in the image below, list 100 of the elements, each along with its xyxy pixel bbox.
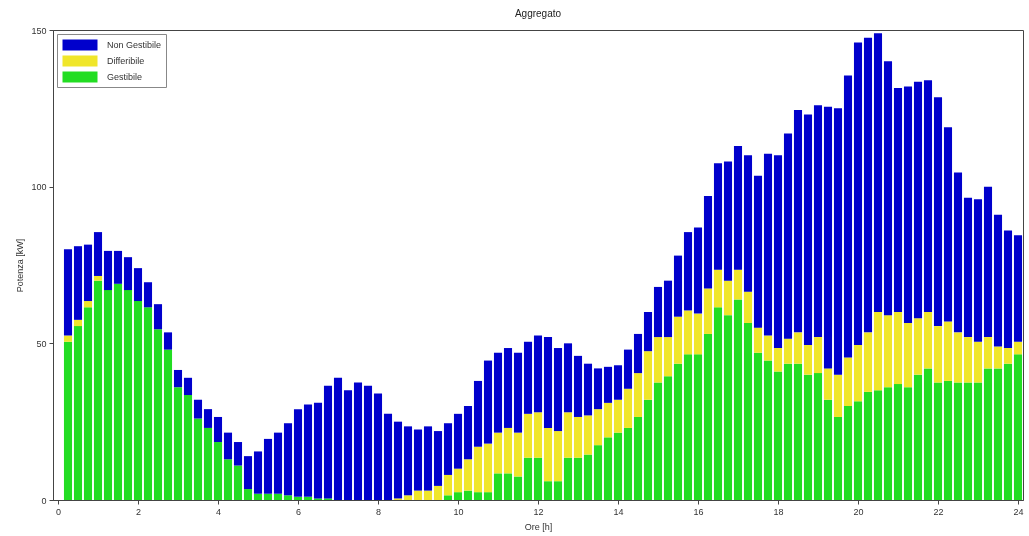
- bar: [733, 145, 743, 270]
- bar: [903, 86, 913, 323]
- bar: [413, 429, 423, 491]
- bar: [783, 133, 793, 339]
- bar: [103, 250, 113, 291]
- bar: [703, 333, 713, 500]
- bar: [83, 244, 93, 302]
- bar: [543, 427, 553, 482]
- bar: [513, 352, 523, 433]
- bar: [893, 312, 903, 385]
- legend-label: Differibile: [107, 56, 145, 66]
- bar: [273, 432, 283, 494]
- bar: [763, 153, 773, 336]
- y-tick-label: 100: [31, 182, 47, 193]
- x-tick-label: 6: [295, 506, 302, 517]
- bar: [113, 250, 123, 284]
- bar: [743, 291, 753, 323]
- bar: [263, 493, 273, 500]
- bar: [753, 327, 763, 353]
- bar: [293, 496, 303, 500]
- x-tick-label: 0: [55, 506, 62, 517]
- bar: [683, 232, 693, 311]
- x-tick-label: 14: [613, 506, 624, 517]
- bar: [643, 399, 653, 500]
- bar: [783, 363, 793, 500]
- bar: [863, 332, 873, 392]
- bar: [193, 399, 203, 419]
- bar: [183, 377, 193, 396]
- bar: [123, 290, 133, 500]
- bar: [663, 280, 673, 338]
- x-tick-label: 8: [375, 506, 382, 517]
- bar: [773, 371, 783, 500]
- chart-title: Aggregato: [514, 8, 562, 19]
- bar: [673, 255, 683, 317]
- bar: [893, 87, 903, 312]
- bar: [883, 61, 893, 316]
- bar: [913, 318, 923, 375]
- bar: [943, 127, 953, 322]
- bar: [913, 81, 923, 319]
- bar: [583, 363, 593, 416]
- bar: [713, 163, 723, 270]
- legend-label: Non Gestibile: [107, 40, 162, 50]
- bar: [213, 416, 223, 443]
- bar: [553, 348, 563, 432]
- bar: [833, 374, 843, 417]
- bar: [703, 288, 713, 334]
- bar: [423, 426, 433, 491]
- bar: [873, 390, 883, 500]
- bar: [563, 412, 573, 458]
- y-tick-label: 50: [36, 338, 47, 349]
- bar: [813, 373, 823, 500]
- bar: [723, 280, 733, 316]
- bar: [653, 286, 663, 338]
- bar: [483, 443, 493, 493]
- bar: [883, 315, 893, 388]
- bar: [763, 335, 773, 361]
- bar: [773, 348, 783, 372]
- bar: [473, 446, 483, 493]
- bar: [833, 416, 843, 500]
- bar: [813, 105, 823, 338]
- bar: [953, 332, 963, 383]
- bar: [943, 380, 953, 500]
- bar: [613, 399, 623, 433]
- bar: [933, 97, 943, 327]
- bar: [83, 307, 93, 500]
- bar: [123, 257, 133, 291]
- x-axis-title: Ore [h]: [524, 521, 553, 532]
- y-tick-label: 150: [31, 25, 47, 36]
- x-tick-label: 4: [215, 506, 222, 517]
- bar: [393, 421, 403, 499]
- bar: [323, 385, 333, 499]
- bar: [693, 313, 703, 355]
- bar: [943, 321, 953, 381]
- bar: [233, 465, 243, 500]
- bar: [543, 481, 553, 500]
- bar: [263, 438, 273, 494]
- x-tick-label: 20: [853, 506, 864, 517]
- bar: [363, 385, 373, 500]
- bar: [803, 114, 813, 345]
- bar: [973, 382, 983, 500]
- bar: [873, 312, 883, 391]
- bar: [453, 413, 463, 469]
- bar: [443, 423, 453, 475]
- bar: [953, 172, 963, 333]
- bar: [623, 388, 633, 428]
- bar: [673, 363, 683, 500]
- bar: [133, 301, 143, 500]
- bar: [633, 373, 643, 417]
- bar: [553, 431, 563, 482]
- bar: [823, 399, 833, 500]
- bar: [303, 404, 313, 497]
- bar: [533, 412, 543, 458]
- bar: [753, 352, 763, 500]
- bar: [503, 348, 513, 428]
- bar: [463, 459, 473, 491]
- bar: [1003, 348, 1013, 364]
- bar: [493, 432, 503, 474]
- x-tick-label: 22: [933, 506, 944, 517]
- bar: [753, 175, 763, 328]
- bar: [203, 409, 213, 428]
